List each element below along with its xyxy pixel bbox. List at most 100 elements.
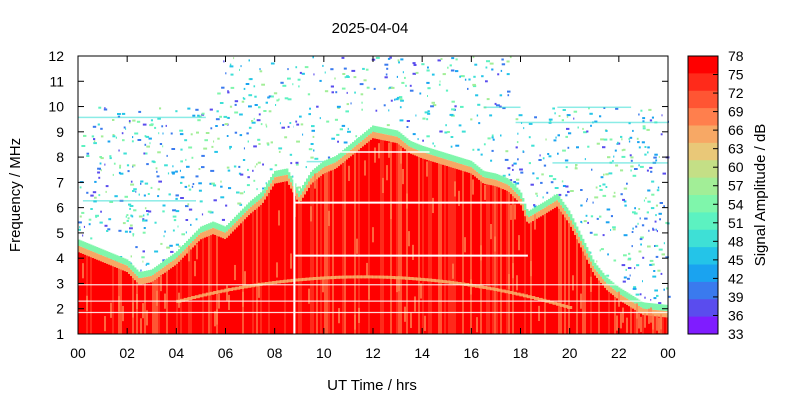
signal-transition — [348, 151, 351, 158]
signal-column — [276, 183, 279, 334]
noise-pixel — [583, 220, 587, 223]
signal-transition — [548, 205, 551, 212]
noise-pixel — [599, 185, 602, 187]
signal-column — [186, 253, 189, 334]
noise-pixel — [415, 71, 419, 74]
signal-fringe — [126, 259, 129, 266]
noise-pixel — [437, 59, 441, 62]
signal-fringe — [170, 255, 173, 263]
signal-transition — [256, 201, 259, 209]
signal-column — [426, 159, 429, 334]
noise-pixel — [461, 130, 466, 133]
signal-transition — [432, 155, 435, 162]
signal-column — [578, 243, 581, 334]
signal-transition — [152, 274, 155, 282]
signal-fringe — [584, 242, 587, 250]
noise-pixel — [649, 259, 654, 262]
arch-band — [511, 291, 517, 295]
signal-column — [576, 239, 579, 334]
noise-pixel — [417, 138, 419, 141]
noise-pixel — [360, 93, 364, 96]
signal-transition — [574, 228, 577, 236]
noise-pixel — [450, 69, 455, 72]
noise-pixel — [144, 143, 147, 146]
arch-band — [239, 286, 244, 289]
noise-pixel — [334, 118, 338, 121]
noise-pixel — [431, 101, 435, 104]
noise-pixel — [351, 69, 356, 72]
noise-pixel — [297, 78, 301, 81]
noise-pixel — [229, 63, 232, 66]
noise-pixel — [114, 195, 118, 198]
signal-transition — [438, 157, 441, 164]
noise-pixel — [602, 146, 606, 149]
signal-transition — [306, 184, 309, 192]
signal-transition — [144, 277, 147, 284]
noise-pixel — [157, 195, 160, 198]
signal-transition — [462, 164, 465, 171]
noise-pixel — [256, 163, 258, 166]
signal-transition — [594, 269, 597, 276]
arch-band — [563, 304, 569, 308]
signal-column — [342, 162, 345, 334]
noise-pixel — [552, 178, 557, 181]
data-gap-lines — [78, 56, 668, 334]
colorbar-tick-label: 63 — [728, 141, 744, 157]
noise-pixel — [387, 57, 391, 60]
noise-pixel — [234, 131, 238, 134]
signal-column — [542, 215, 545, 334]
signal-column — [108, 264, 111, 334]
noise-pixel — [480, 153, 483, 156]
signal-column — [96, 259, 99, 334]
signal-fringe — [104, 250, 107, 257]
signal-fringe — [128, 261, 131, 268]
noise-pixel — [287, 125, 290, 128]
signal-column — [424, 159, 427, 334]
signal-striation — [314, 173, 317, 189]
signal-transition — [514, 191, 517, 199]
arch-band — [194, 295, 200, 299]
signal-column — [202, 238, 205, 334]
signal-column — [618, 299, 621, 334]
noise-pixel — [513, 181, 516, 183]
signal-fringe — [468, 160, 471, 167]
noise-pixel — [637, 141, 640, 144]
noise-pixel — [520, 171, 524, 174]
colorbar-tick-label: 48 — [728, 233, 744, 249]
signal-fringe — [92, 245, 95, 252]
noise-pixel — [156, 175, 160, 178]
signal-transition — [338, 159, 341, 167]
signal-column — [368, 141, 371, 334]
noise-pixel — [390, 86, 395, 89]
signal-transition — [360, 141, 363, 149]
signal-fringe — [356, 138, 359, 145]
noise-pixel — [652, 227, 654, 230]
noise-pixel — [90, 208, 93, 210]
noise-pixel — [158, 132, 160, 135]
noise-pixel — [608, 172, 613, 175]
signal-fringe — [144, 270, 147, 278]
signal-column — [406, 150, 409, 334]
signal-fringe — [600, 270, 603, 277]
noise-pixel — [140, 182, 142, 185]
signal-column — [266, 196, 269, 334]
noise-pixel — [533, 204, 536, 207]
signal-column — [544, 214, 547, 334]
signal-fringe — [590, 255, 593, 262]
noise-pixel — [156, 170, 158, 173]
signal-fringe — [572, 218, 575, 225]
colorbar-segment — [688, 73, 718, 92]
noise-pixel — [216, 110, 219, 113]
signal-striation — [276, 262, 279, 278]
signal-column — [250, 213, 253, 334]
noise-pixel — [587, 145, 590, 148]
noise-pixel — [509, 179, 513, 182]
noise-pixel — [127, 170, 130, 173]
noise-pixel — [523, 127, 525, 130]
noise-pixel — [211, 182, 215, 185]
noise-pixel — [220, 196, 225, 199]
colorbar-segment — [688, 264, 718, 283]
noise-pixel — [221, 86, 225, 89]
noise-pixel — [638, 164, 640, 167]
